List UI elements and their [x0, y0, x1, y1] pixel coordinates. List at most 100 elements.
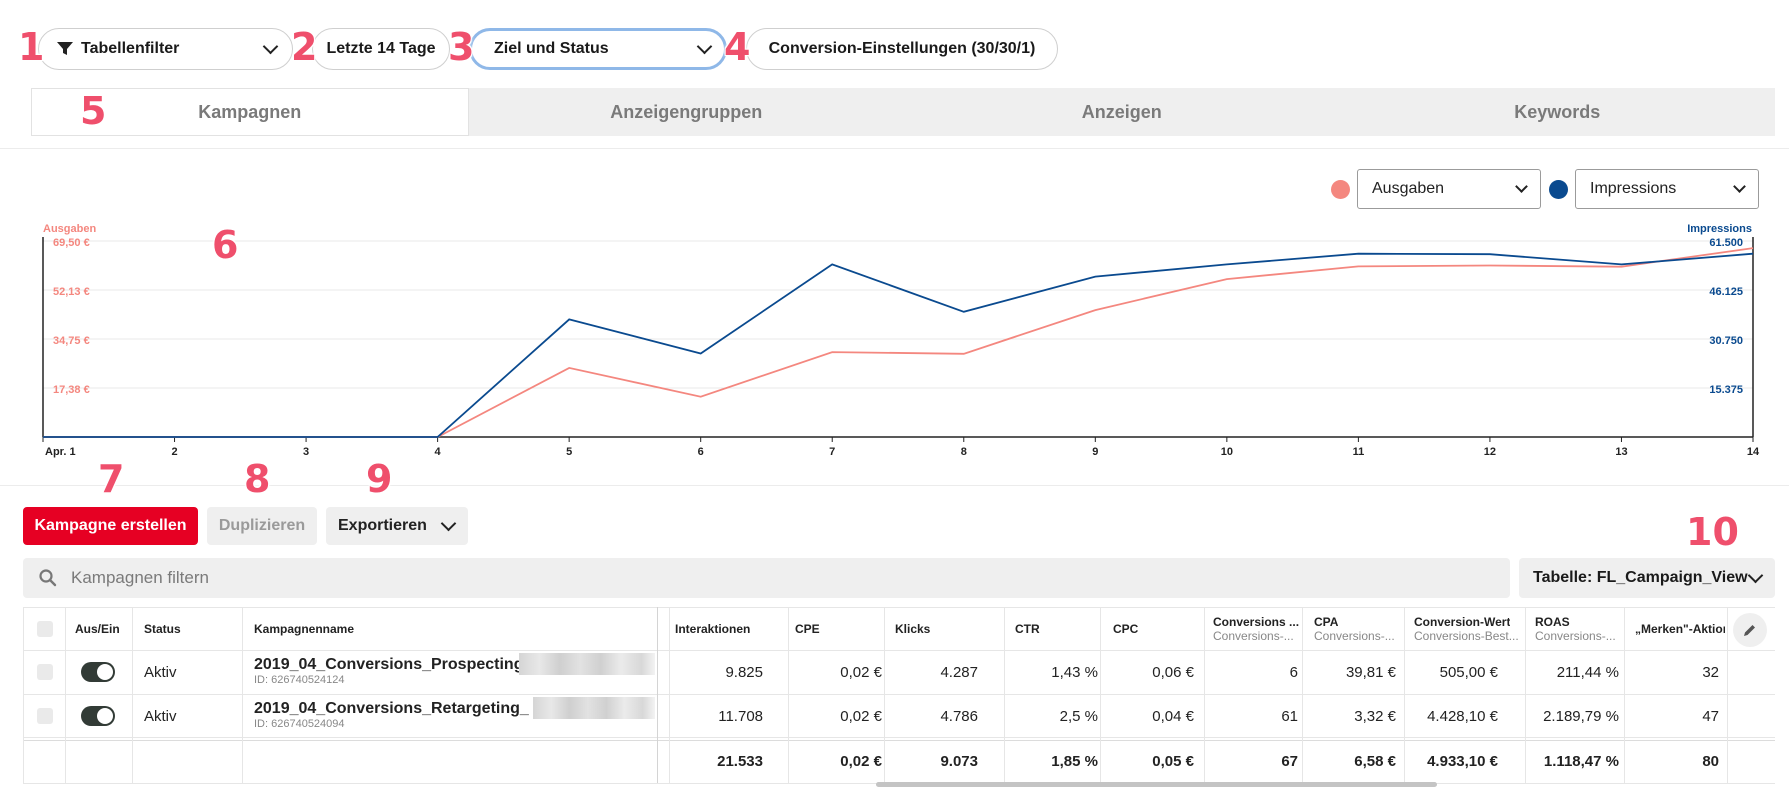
y-tick-left: 69,50 €: [53, 237, 90, 249]
total-ctr: 1,85 %: [1051, 753, 1098, 770]
chevron-down-icon: [1747, 567, 1764, 584]
cell-cpa: 39,81 €: [1345, 664, 1396, 681]
header-roas[interactable]: ROAS: [1535, 615, 1570, 629]
export-label: Exportieren: [338, 517, 427, 534]
date-range-button[interactable]: Letzte 14 Tage: [312, 28, 450, 70]
x-tick-label: 9: [1092, 446, 1098, 458]
chevron-down-icon: [696, 38, 713, 55]
select-all-checkbox[interactable]: [37, 621, 53, 637]
table-filter-button[interactable]: Tabellenfilter: [38, 28, 293, 70]
header-saves[interactable]: „Merken"-Aktion: [1635, 622, 1725, 636]
campaign-name-link[interactable]: 2019_04_Conversions_Retargeting_: [254, 700, 529, 717]
tab-anzeigen[interactable]: Anzeigen: [1081, 101, 1162, 122]
total-roas: 1.118,47 %: [1543, 753, 1619, 770]
header-cpa[interactable]: CPA: [1314, 615, 1339, 629]
header-conversion-value[interactable]: Conversion-Wert: [1414, 615, 1511, 629]
impressions-line: [43, 252, 1754, 438]
right-axis-title: Impressions: [1687, 223, 1752, 235]
campaign-id: ID: 626740524124: [254, 674, 345, 686]
search-icon: [39, 569, 57, 587]
x-tick-label: 10: [1221, 446, 1233, 458]
left-metric-select[interactable]: Ausgaben: [1357, 169, 1541, 209]
callout-7: 7: [98, 457, 125, 501]
edit-columns-button[interactable]: [1733, 613, 1767, 647]
y-tick-left: 17,38 €: [53, 384, 90, 396]
total-cpc: 0,05 €: [1152, 753, 1194, 770]
header-conversions-sub: Conversions-...: [1213, 629, 1294, 643]
header-clicks[interactable]: Klicks: [895, 622, 931, 636]
callout-9: 9: [366, 457, 393, 501]
goal-status-dropdown[interactable]: Ziel und Status: [469, 28, 727, 70]
x-tick-label: 2: [171, 446, 177, 458]
left-axis-title: Ausgaben: [43, 223, 96, 235]
cell-roas: 2.189,79 %: [1543, 708, 1619, 725]
cell-conversions: 61: [1281, 708, 1298, 725]
callout-2: 2: [291, 25, 318, 69]
campaign-toggle[interactable]: [81, 706, 115, 726]
cell-conversion-value: 4.428,10 €: [1427, 708, 1498, 725]
filter-icon: [57, 42, 73, 55]
export-button[interactable]: Exportieren: [326, 507, 468, 545]
table-view-dropdown[interactable]: Tabelle: FL_Campaign_View: [1519, 558, 1775, 598]
impressions-legend-dot: [1549, 180, 1568, 199]
chevron-down-icon: [1515, 180, 1528, 193]
callout-3: 3: [448, 25, 475, 69]
x-tick-label: 8: [961, 446, 967, 458]
x-tick-label: 14: [1747, 446, 1760, 458]
header-ctr[interactable]: CTR: [1015, 622, 1040, 636]
cell-cpa: 3,32 €: [1354, 708, 1396, 725]
callout-5: 5: [80, 89, 107, 133]
performance-chart: Ausgaben Impressions 69,50 € 61.500 52,13 …: [42, 223, 1760, 458]
conversion-settings-label: Conversion-Einstellungen (30/30/1): [768, 40, 1036, 57]
header-conversions[interactable]: Conversions ...: [1213, 615, 1299, 629]
right-metric-select[interactable]: Impressions: [1575, 169, 1759, 209]
header-cpe[interactable]: CPE: [795, 622, 820, 636]
total-clicks: 9.073: [940, 753, 978, 770]
x-tick-label: Apr. 1: [45, 446, 76, 458]
header-toggle[interactable]: Aus/Ein: [75, 622, 120, 636]
campaign-toggle[interactable]: [81, 662, 115, 682]
callout-10: 10: [1686, 510, 1739, 554]
tab-kampagnen[interactable]: Kampagnen: [31, 88, 469, 136]
campaign-id: ID: 626740524094: [254, 718, 345, 730]
search-input[interactable]: Kampagnen filtern: [71, 568, 209, 587]
duplicate-button[interactable]: Duplizieren: [207, 507, 317, 545]
row-checkbox[interactable]: [37, 708, 53, 724]
table-filter-label: Tabellenfilter: [81, 40, 180, 57]
header-status[interactable]: Status: [144, 622, 181, 636]
cell-roas: 211,44 %: [1556, 664, 1619, 681]
goal-status-label: Ziel und Status: [494, 40, 609, 57]
header-interactions[interactable]: Interaktionen: [675, 622, 751, 636]
cell-ctr: 1,43 %: [1051, 664, 1098, 681]
tab-keywords[interactable]: Keywords: [1514, 101, 1601, 122]
header-name[interactable]: Kampagnenname: [254, 622, 355, 636]
create-campaign-button[interactable]: Kampagne erstellen: [23, 507, 198, 545]
x-tick-label: 4: [435, 446, 442, 458]
campaign-name-link[interactable]: 2019_04_Conversions_Prospecting_: [254, 656, 533, 673]
date-range-label: Letzte 14 Tage: [326, 40, 436, 57]
x-tick-label: 11: [1353, 446, 1365, 458]
right-metric-label: Impressions: [1590, 180, 1677, 197]
header-conversion-value-sub: Conversions-Best...: [1414, 629, 1519, 643]
cell-conversions: 6: [1289, 664, 1298, 681]
cell-conversion-value: 505,00 €: [1439, 664, 1498, 681]
y-tick-left: 52,13 €: [53, 286, 90, 298]
tab-anzeigengruppen[interactable]: Anzeigengruppen: [610, 101, 763, 122]
row-status: Aktiv: [144, 708, 177, 725]
total-conversion-value: 4.933,10 €: [1427, 753, 1498, 770]
chevron-down-icon: [1733, 180, 1746, 193]
x-tick-label: 13: [1615, 446, 1627, 458]
horizontal-scrollbar[interactable]: [876, 782, 1437, 787]
divider: [0, 485, 1789, 486]
x-tick-label: 6: [698, 446, 704, 458]
cell-cpe: 0,02 €: [840, 664, 882, 681]
campaign-table: Aus/Ein Status Kampagnenname Interaktion…: [23, 607, 1775, 795]
campaign-search[interactable]: Kampagnen filtern: [23, 558, 1510, 598]
x-tick-label: 12: [1484, 446, 1496, 458]
cell-cpc: 0,06 €: [1152, 664, 1194, 681]
y-tick-right: 15.375: [1709, 384, 1743, 396]
header-cpc[interactable]: CPC: [1113, 622, 1139, 636]
conversion-settings-button[interactable]: Conversion-Einstellungen (30/30/1): [746, 28, 1058, 70]
row-checkbox[interactable]: [37, 664, 53, 680]
cell-saves: 47: [1702, 708, 1719, 725]
